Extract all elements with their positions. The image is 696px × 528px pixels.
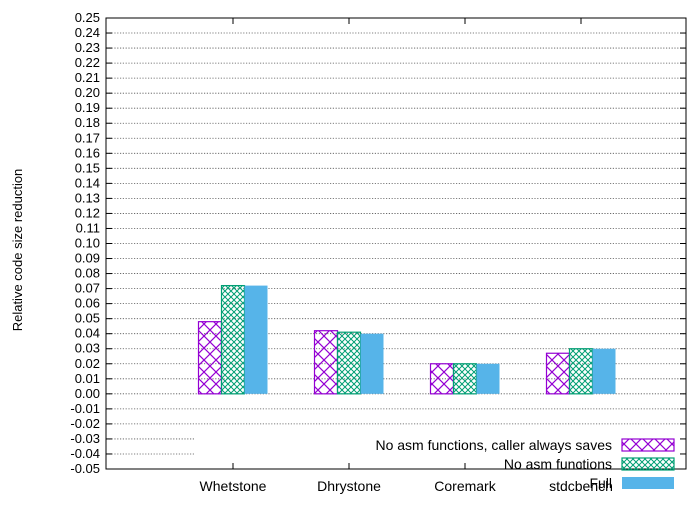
y-tick-label: 0.02 (75, 356, 100, 371)
x-category-label: stdcbench (549, 478, 613, 494)
y-tick-label: 0.24 (75, 25, 100, 40)
bar-whetstone-series-0 (197, 321, 223, 395)
x-category-label: Coremark (434, 478, 496, 494)
y-tick-label: 0.20 (75, 85, 100, 100)
y-tick-label: 0.23 (75, 40, 100, 55)
bar-dhrystone-series-2 (360, 333, 384, 394)
y-tick-label: 0.17 (75, 130, 100, 145)
bar-coremark-series-2 (476, 363, 500, 394)
bar-whetstone-series-1 (220, 284, 246, 395)
legend-label: No asm functions (504, 456, 612, 472)
y-tick-label: 0.10 (75, 236, 100, 251)
y-tick-label: 0.22 (75, 55, 100, 70)
bar-stdcbench-series-2 (592, 348, 616, 394)
x-category-label: Whetstone (200, 478, 267, 494)
y-tick-label: -0.02 (70, 416, 100, 431)
legend: No asm functions, caller always saves No … (375, 437, 675, 491)
bar-stdcbench-series-0 (545, 352, 571, 395)
y-tick-label: 0.21 (75, 70, 100, 85)
y-tick-label: 0.14 (75, 175, 100, 190)
y-axis-title: Relative code size reduction (10, 169, 25, 332)
y-tick-label: 0.11 (76, 220, 100, 235)
y-tick-label: 0.15 (75, 160, 100, 175)
bars (197, 284, 616, 395)
y-tick-label: -0.01 (70, 401, 100, 416)
y-tick-label: 0.12 (75, 205, 100, 220)
bar-coremark-series-1 (452, 363, 478, 395)
legend-swatch (621, 457, 675, 471)
legend-swatch (621, 438, 675, 452)
legend-label: No asm functions, caller always saves (375, 437, 612, 453)
legend-label: Full (589, 475, 612, 491)
bar-stdcbench-series-1 (568, 348, 594, 395)
bar-coremark-series-0 (429, 363, 455, 395)
y-tick-label: 0.00 (75, 386, 100, 401)
y-tick-label: 0.04 (75, 326, 100, 341)
y-tick-label: 0.03 (75, 341, 100, 356)
y-tick-label: -0.05 (70, 461, 100, 476)
y-tick-label: -0.04 (70, 446, 100, 461)
plot-frame (105, 17, 687, 470)
y-tick-label: -0.03 (70, 431, 100, 446)
grid (106, 32, 686, 455)
x-category-label: Dhrystone (317, 478, 381, 494)
bar-dhrystone-series-0 (313, 330, 339, 395)
y-tick-label: 0.05 (75, 311, 100, 326)
y-tick-label: 0.16 (75, 145, 100, 160)
y-tick-label: 0.08 (75, 266, 100, 281)
y-tick-label: 0.09 (75, 251, 100, 266)
y-tick-label: 0.07 (75, 281, 100, 296)
bar-dhrystone-series-1 (336, 331, 362, 395)
bar-whetstone-series-2 (244, 285, 268, 394)
axes: -0.05-0.04-0.03-0.02-0.010.000.010.020.0… (70, 10, 687, 494)
y-tick-label: 0.06 (75, 296, 100, 311)
y-tick-label: 0.13 (75, 190, 100, 205)
y-tick-label: 0.01 (75, 371, 100, 386)
legend-swatch (622, 477, 674, 489)
y-tick-label: 0.19 (75, 100, 100, 115)
y-tick-label: 0.25 (75, 10, 100, 25)
y-tick-label: 0.18 (75, 115, 100, 130)
